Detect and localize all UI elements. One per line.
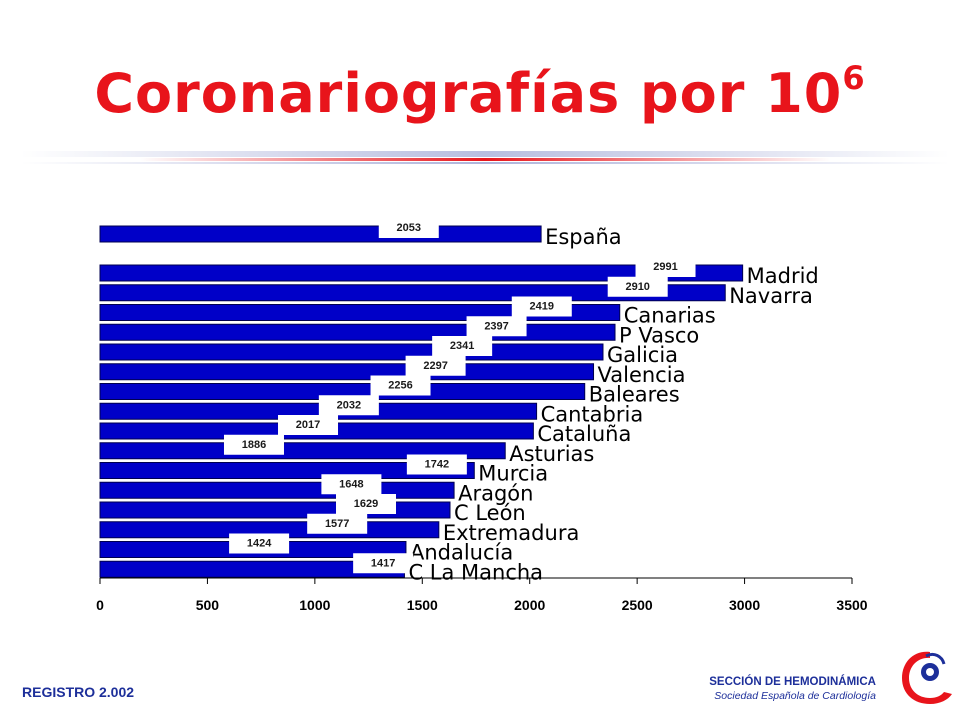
category-label-0: España	[545, 225, 622, 249]
section-name: SECCIÓN DE HEMODINÁMICA	[709, 676, 876, 688]
category-label-3: Canarias	[624, 304, 716, 328]
x-tick-label-7: 3500	[836, 597, 867, 613]
data-label-13: 1629	[354, 498, 378, 510]
section-credit: SECCIÓN DE HEMODINÁMICA Sociedad Español…	[709, 676, 876, 702]
bar-12	[99, 481, 455, 499]
data-label-1: 2991	[653, 261, 677, 273]
data-label-0: 2053	[397, 222, 421, 234]
bar-chart: 2053 España 2991 Madrid 2910 Navarra 2419 Canar…	[96, 218, 868, 613]
data-label-box-9	[278, 415, 339, 435]
bar-4	[99, 323, 616, 341]
data-label-box-3	[511, 296, 572, 317]
data-label-box-11	[406, 454, 467, 475]
data-label-box-8	[318, 395, 379, 416]
category-label-1: Madrid	[747, 264, 819, 288]
title-underline	[20, 151, 950, 164]
data-label-9: 2017	[296, 419, 320, 431]
data-label-box-10	[223, 434, 284, 455]
data-label-box-15	[229, 533, 290, 554]
data-label-16: 1417	[371, 557, 395, 569]
data-label-12: 1648	[339, 478, 363, 490]
category-label-8: Cantabria	[541, 402, 644, 426]
registro-label: REGISTRO 2.002	[22, 684, 135, 700]
society-name: Sociedad Española de Cardiología	[714, 690, 876, 702]
data-label-box-4	[466, 316, 527, 337]
bar-5	[99, 343, 604, 361]
data-label-box-1	[635, 257, 696, 277]
x-tick-label-4: 2000	[514, 597, 545, 613]
category-label-15: Andalucía	[410, 541, 513, 565]
data-label-box-14	[307, 513, 368, 534]
bar-0	[99, 225, 542, 243]
data-label-8: 2032	[337, 399, 361, 411]
x-tick-label-3: 1500	[407, 597, 438, 613]
bar-10	[99, 442, 506, 460]
data-label-box-0	[378, 218, 439, 238]
category-label-4: P Vasco	[619, 323, 699, 347]
x-tick-label-0: 0	[96, 597, 104, 613]
category-label-9: Cataluña	[537, 422, 631, 446]
x-tick-label-6: 3000	[729, 597, 760, 613]
data-label-7: 2256	[388, 380, 412, 392]
category-label-5: Galicia	[607, 343, 678, 367]
category-label-16: C La Mancha	[408, 560, 543, 584]
data-label-box-7	[370, 375, 431, 396]
data-label-box-2	[607, 276, 668, 297]
title-text: Coronariografías por 10	[94, 62, 843, 125]
category-label-2: Navarra	[729, 284, 813, 308]
category-label-13: C León	[454, 501, 526, 525]
title-superscript: 6	[842, 59, 866, 97]
page-title: Coronariografías por 106	[0, 59, 960, 125]
data-label-6: 2297	[423, 360, 447, 372]
data-label-box-16	[353, 553, 414, 574]
data-label-box-6	[405, 355, 466, 376]
x-tick-label-1: 500	[196, 597, 220, 613]
data-label-box-13	[336, 494, 397, 514]
bar-6	[99, 363, 595, 381]
category-label-14: Extremadura	[443, 521, 580, 545]
category-label-10: Asturias	[509, 442, 594, 466]
category-label-7: Baleares	[589, 383, 680, 407]
data-label-11: 1742	[425, 459, 449, 471]
society-logo-icon	[902, 651, 952, 704]
data-label-5: 2341	[450, 340, 474, 352]
category-label-6: Valencia	[598, 363, 686, 387]
data-label-box-5	[432, 336, 493, 356]
data-label-3: 2419	[530, 301, 554, 313]
data-label-2: 2910	[625, 281, 649, 293]
bar-13	[99, 501, 451, 519]
data-label-10: 1886	[242, 439, 266, 451]
category-label-12: Aragón	[458, 481, 533, 505]
x-tick-label-2: 1000	[299, 597, 330, 613]
bar-1	[99, 264, 744, 282]
data-label-box-12	[321, 474, 382, 495]
category-label-11: Murcia	[478, 462, 548, 486]
data-label-4: 2397	[484, 320, 508, 332]
data-label-14: 1577	[325, 518, 349, 530]
x-tick-label-5: 2500	[622, 597, 653, 613]
data-label-15: 1424	[247, 538, 272, 550]
